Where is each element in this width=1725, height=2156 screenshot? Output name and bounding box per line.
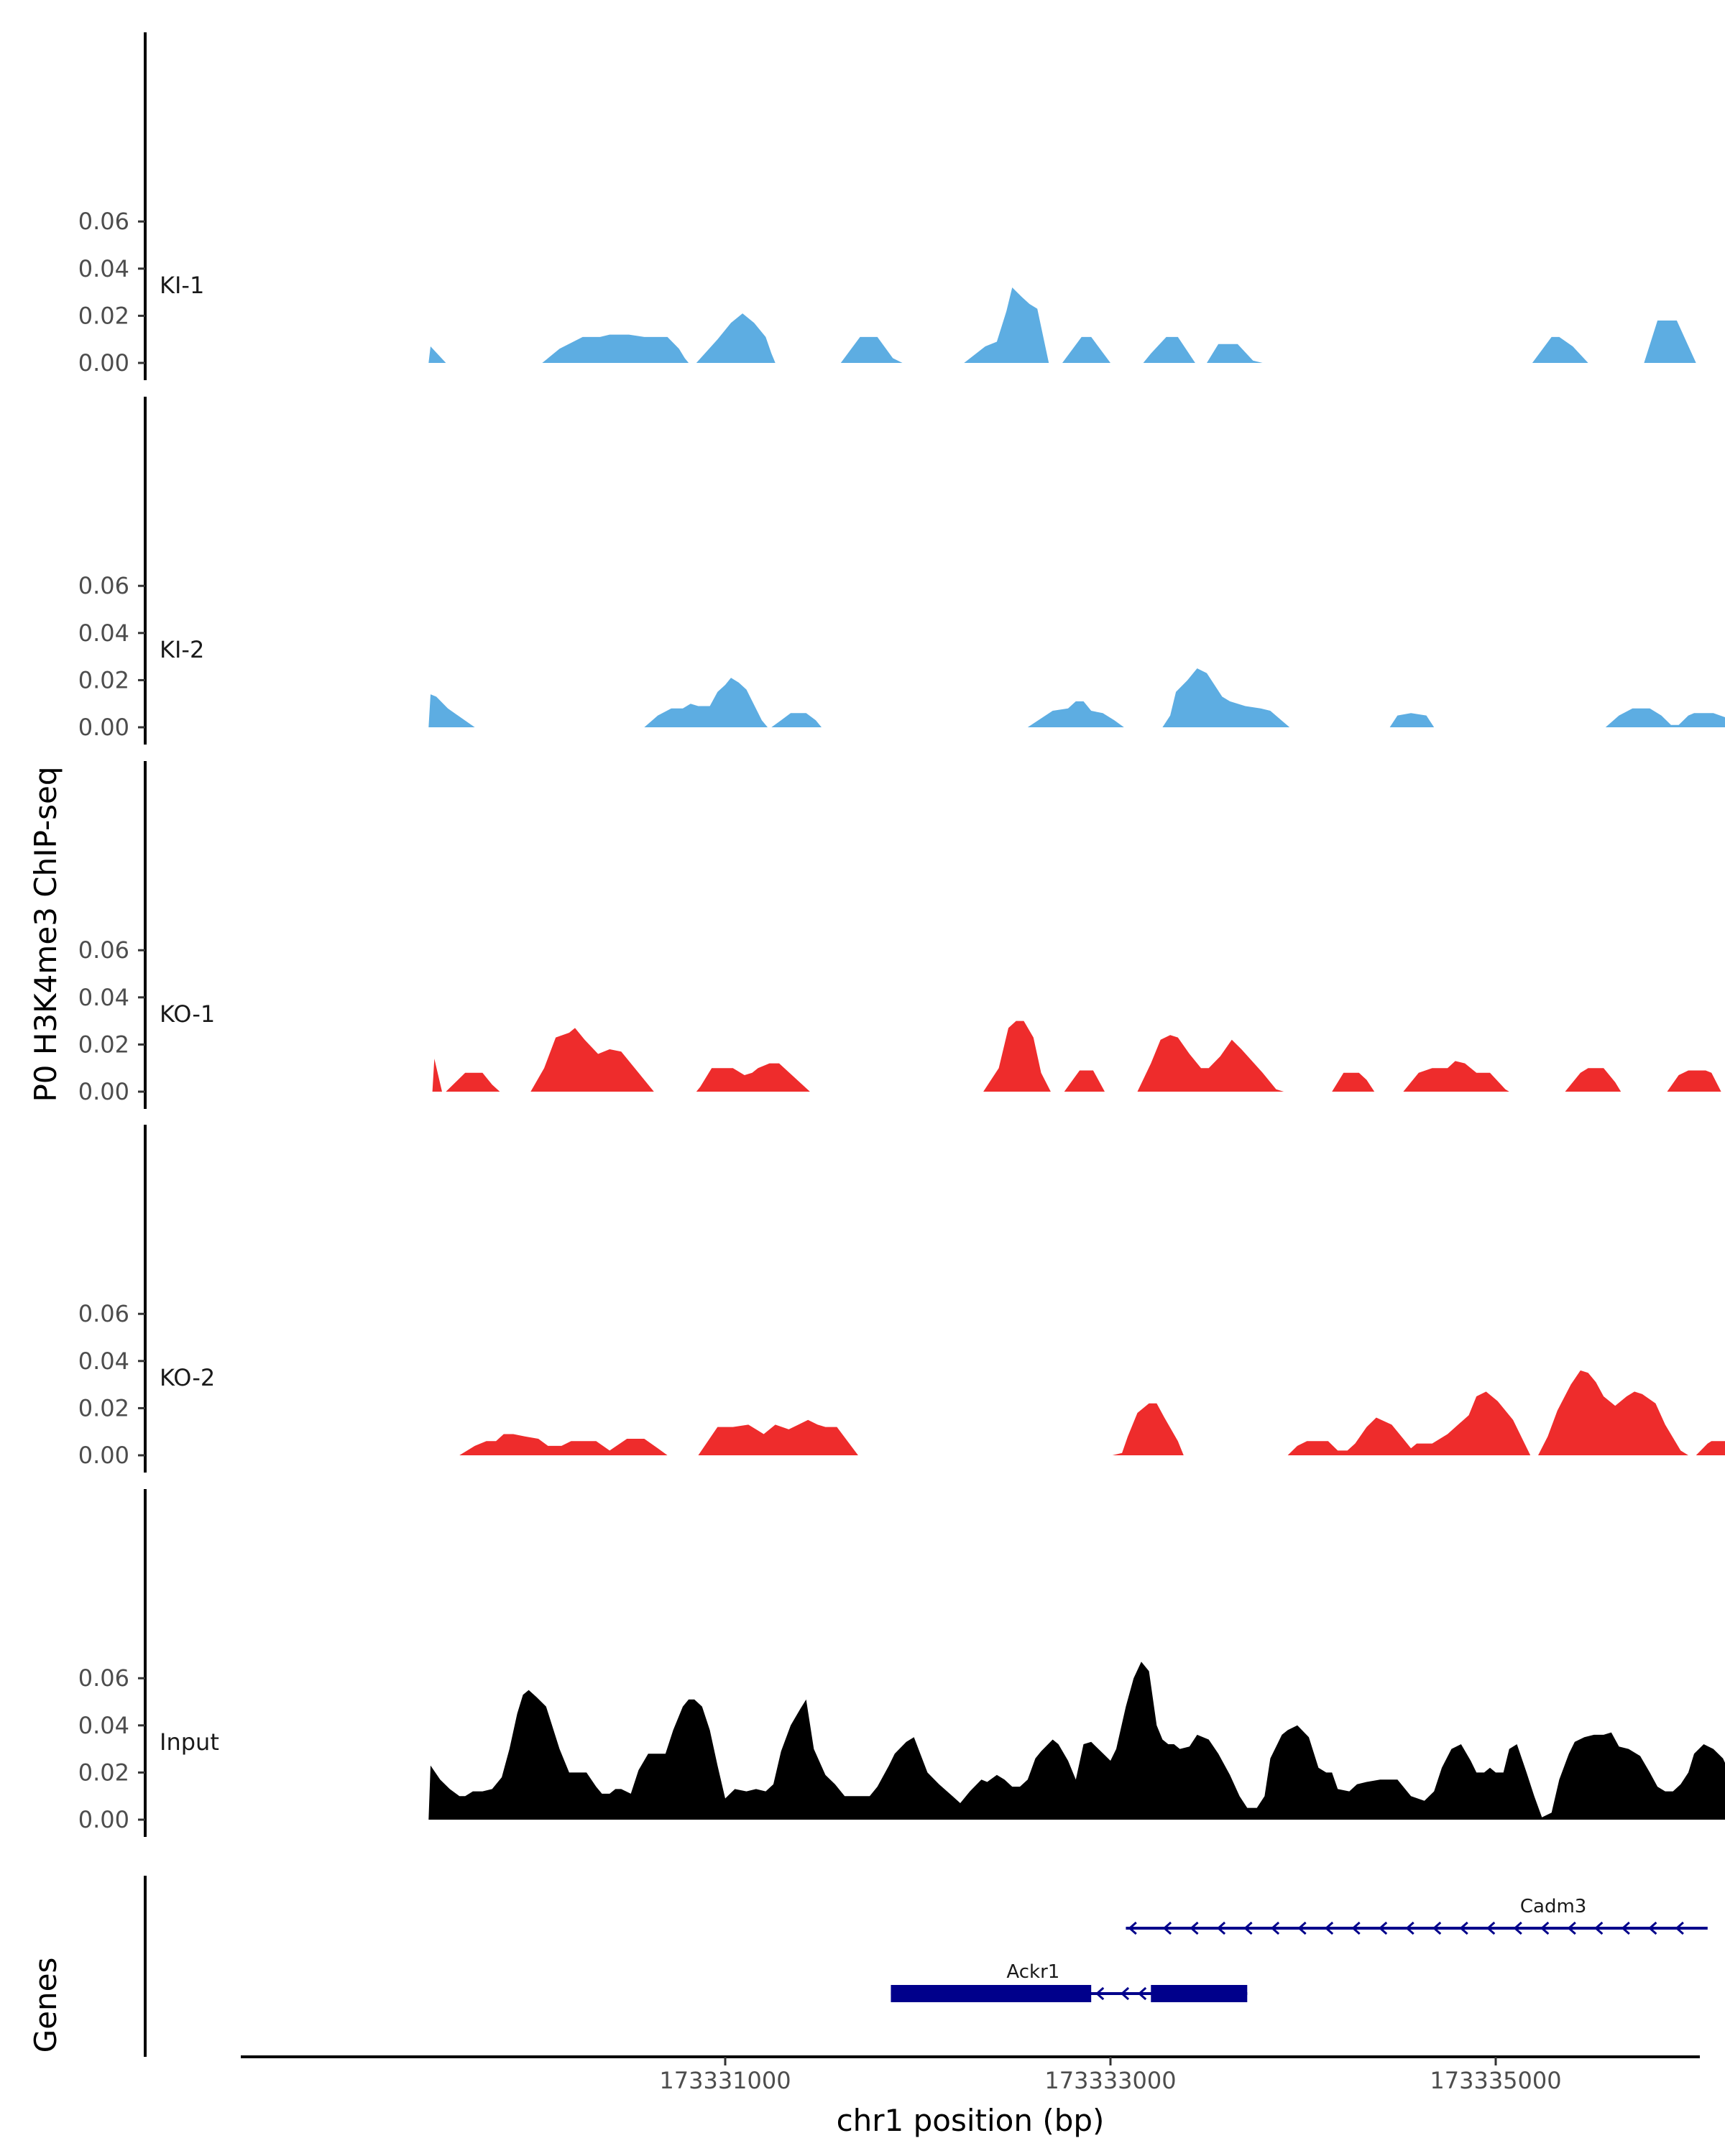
strand-arrow xyxy=(1270,1921,1280,1935)
gene-exon xyxy=(891,1985,1092,2002)
gene-annotation: Cadm3 Ackr1 xyxy=(144,1876,1708,2057)
strand-arrow xyxy=(1432,1921,1442,1935)
gene-label: Cadm3 xyxy=(1520,1896,1586,1917)
x-axis: 173331000 173333000 173335000 xyxy=(241,2055,1700,2094)
gene-ackr1: Ackr1 xyxy=(891,1961,1248,2002)
signal-area xyxy=(432,1021,1721,1092)
strand-arrow xyxy=(1378,1921,1388,1935)
y-tick-label: 0.06 xyxy=(78,1300,129,1327)
strand-arrow xyxy=(1137,1986,1147,2001)
y-tick-label: 0.02 xyxy=(78,666,129,694)
track-label: KO-1 xyxy=(160,1000,215,1028)
y-tick-label: 0.06 xyxy=(78,1664,129,1692)
y-tick-label: 0.02 xyxy=(78,1031,129,1058)
strand-arrow xyxy=(1351,1921,1361,1935)
y-axis-title: P0 H3K4me3 ChIP-seq xyxy=(28,766,63,1102)
track-ki-2: 0.00 0.02 0.04 0.06 KI-2 xyxy=(78,397,1725,745)
strand-arrow xyxy=(1120,1986,1130,2001)
strand-arrow xyxy=(1128,1921,1137,1935)
gene-cadm3: Cadm3 xyxy=(1126,1896,1708,1935)
track-label: KI-1 xyxy=(160,272,204,299)
y-tick-label: 0.00 xyxy=(78,1078,129,1105)
track-ko-2: 0.00 0.02 0.04 0.06 KO-2 xyxy=(78,1125,1725,1473)
y-tick-label: 0.04 xyxy=(78,1348,129,1375)
track-label: Input xyxy=(160,1728,219,1756)
y-tick-label: 0.04 xyxy=(78,984,129,1011)
strand-arrow xyxy=(1648,1921,1657,1935)
y-tick-label: 0.04 xyxy=(78,1712,129,1739)
gene-exon xyxy=(1151,1985,1248,2002)
y-tick-label: 0.02 xyxy=(78,302,129,329)
strand-arrow xyxy=(1405,1921,1414,1935)
strand-arrow xyxy=(1162,1921,1172,1935)
y-tick-label: 0.06 xyxy=(78,936,129,964)
signal-area xyxy=(459,1370,1725,1455)
strand-arrow xyxy=(1675,1921,1684,1935)
strand-arrow xyxy=(1459,1921,1468,1935)
strand-arrow xyxy=(1095,1986,1105,2001)
y-tick-label: 0.00 xyxy=(78,349,129,377)
strand-arrow xyxy=(1540,1921,1550,1935)
strand-arrow xyxy=(1190,1921,1199,1935)
x-axis-title: chr1 position (bp) xyxy=(837,2103,1105,2138)
track-ki-1: 0.00 0.02 0.04 0.06 KI-1 xyxy=(78,32,1725,380)
track-ko-1: 0.00 0.02 0.04 0.06 KO-1 xyxy=(78,761,1721,1109)
signal-tracks: 0.00 0.02 0.04 0.06 KI-1 0.00 0.02 0.04 0.06 KI-2… xyxy=(78,32,1725,1837)
gene-label: Ackr1 xyxy=(1006,1961,1059,1983)
signal-area xyxy=(428,1662,1725,1820)
strand-arrow xyxy=(1594,1921,1604,1935)
signal-area xyxy=(428,668,1725,727)
track-label: KI-2 xyxy=(160,636,204,663)
strand-arrow xyxy=(1513,1921,1522,1935)
strand-arrow xyxy=(1243,1921,1253,1935)
track-input: 0.00 0.02 0.04 0.06 Input xyxy=(78,1489,1725,1837)
strand-arrow xyxy=(1297,1921,1307,1935)
strand-arrow xyxy=(1621,1921,1630,1935)
y-tick-label: 0.00 xyxy=(78,714,129,741)
strand-arrow xyxy=(1324,1921,1334,1935)
genes-axis-title: Genes xyxy=(28,1958,63,2053)
y-tick-label: 0.06 xyxy=(78,208,129,235)
x-tick-label: 173335000 xyxy=(1430,2067,1561,2094)
strand-arrow xyxy=(1216,1921,1226,1935)
y-tick-label: 0.04 xyxy=(78,619,129,647)
y-tick-label: 0.02 xyxy=(78,1759,129,1786)
strand-arrow xyxy=(1567,1921,1576,1935)
track-label: KO-2 xyxy=(160,1364,215,1391)
x-tick-label: 173331000 xyxy=(659,2067,791,2094)
y-tick-label: 0.00 xyxy=(78,1442,129,1469)
signal-area xyxy=(428,287,1725,363)
y-tick-label: 0.06 xyxy=(78,572,129,599)
strand-arrow xyxy=(1486,1921,1496,1935)
x-tick-label: 173333000 xyxy=(1044,2067,1176,2094)
y-tick-label: 0.02 xyxy=(78,1394,129,1422)
y-tick-label: 0.00 xyxy=(78,1806,129,1833)
y-tick-label: 0.04 xyxy=(78,255,129,282)
